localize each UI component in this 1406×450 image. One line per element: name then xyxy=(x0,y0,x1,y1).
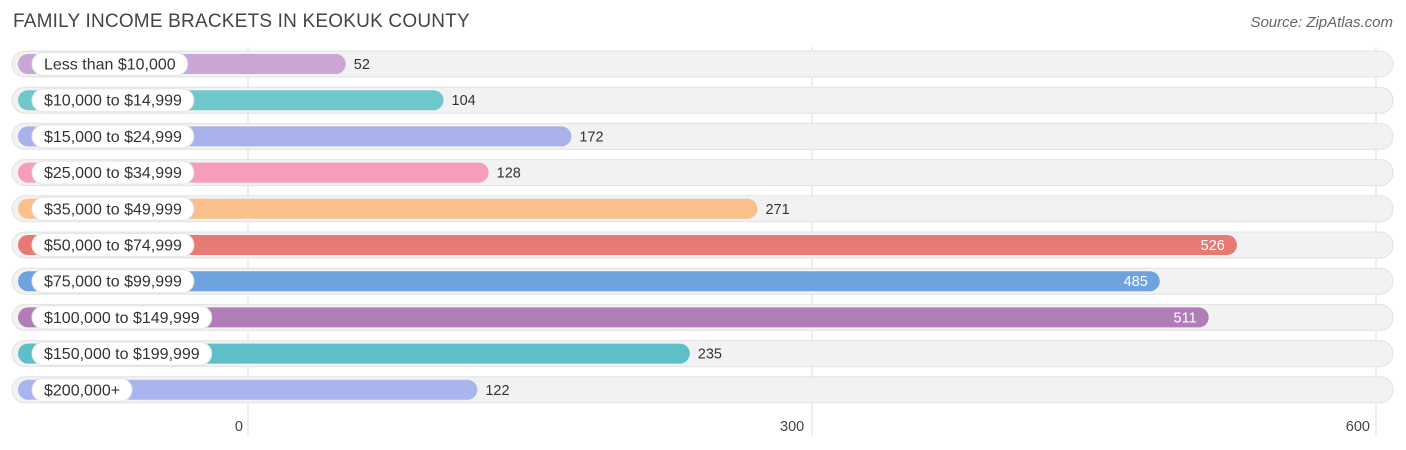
category-pill xyxy=(31,160,195,185)
value-label: 128 xyxy=(497,166,521,182)
bar-6 xyxy=(18,271,1160,292)
category-label: $50,000 to $74,999 xyxy=(44,238,182,255)
x-tick-label: 600 xyxy=(1346,419,1370,435)
category-label: $15,000 to $24,999 xyxy=(44,129,182,146)
category-label: $200,000+ xyxy=(44,382,120,399)
value-label: 485 xyxy=(1124,274,1148,290)
value-label: 172 xyxy=(579,129,603,145)
bar-4 xyxy=(18,198,758,219)
category-label: $35,000 to $49,999 xyxy=(44,201,182,218)
category-pill xyxy=(31,233,195,257)
x-tick-label: 300 xyxy=(780,419,804,435)
category-label: $75,000 to $99,999 xyxy=(44,274,182,291)
bar-7 xyxy=(18,307,1209,328)
category-label: $100,000 to $149,999 xyxy=(44,310,200,327)
category-pill xyxy=(31,341,213,366)
category-pill xyxy=(31,52,189,76)
category-pill xyxy=(31,305,213,330)
category-pill xyxy=(31,196,195,221)
category-label: $25,000 to $34,999 xyxy=(44,165,182,182)
value-label: 122 xyxy=(485,383,509,399)
category-pill xyxy=(31,377,133,402)
category-pill xyxy=(31,88,195,113)
x-tick-label: 0 xyxy=(235,419,243,435)
category-label: $150,000 to $199,999 xyxy=(44,346,200,363)
value-label: 526 xyxy=(1201,238,1225,254)
bar-9 xyxy=(18,379,478,400)
category-pill xyxy=(31,124,195,149)
value-label: 235 xyxy=(698,347,722,363)
value-label: 511 xyxy=(1174,310,1197,326)
bar-track xyxy=(11,50,1394,78)
source-credit: Source: ZipAtlas.com xyxy=(1250,14,1393,31)
category-label: Less than $10,000 xyxy=(44,57,176,74)
chart-title: FAMILY INCOME BRACKETS IN KEOKUK COUNTY xyxy=(13,11,470,32)
value-label: 52 xyxy=(354,57,370,73)
category-label: $10,000 to $14,999 xyxy=(44,93,182,110)
value-label: 104 xyxy=(452,93,476,109)
category-pill xyxy=(31,269,195,294)
value-label: 271 xyxy=(765,202,789,218)
bar-5 xyxy=(18,235,1237,255)
